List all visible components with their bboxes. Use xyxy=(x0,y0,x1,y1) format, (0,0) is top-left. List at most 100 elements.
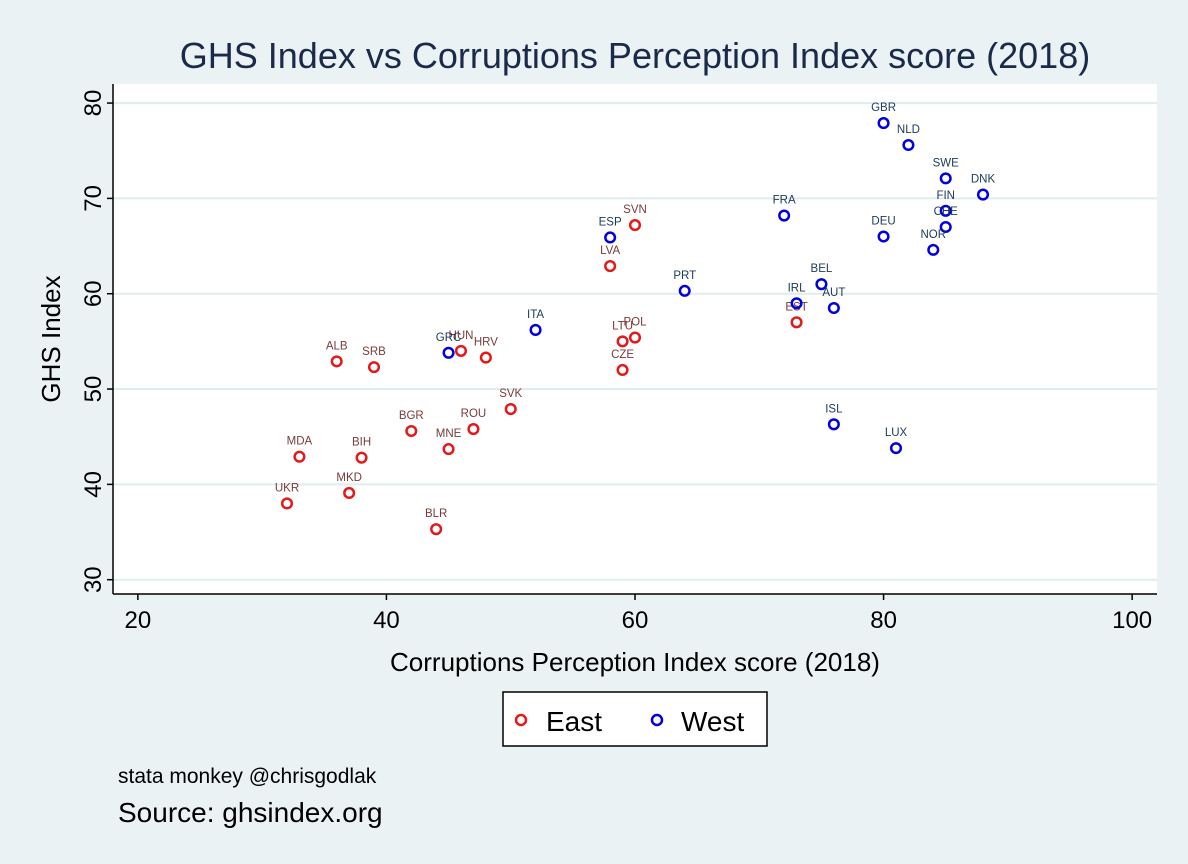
point-label-fin: FIN xyxy=(936,190,955,202)
point-rou xyxy=(467,423,480,436)
point-hun xyxy=(454,344,468,357)
point-label-srb: SRB xyxy=(362,346,386,358)
point-che xyxy=(939,220,952,234)
point-swe xyxy=(939,172,952,185)
point-label-nld: NLD xyxy=(897,124,920,136)
point-label-nor: NOR xyxy=(921,229,947,241)
point-esp xyxy=(604,231,617,244)
point-mda xyxy=(293,450,306,463)
point-est xyxy=(790,316,803,329)
point-label-bgr: BGR xyxy=(399,410,424,422)
point-label-dnk: DNK xyxy=(971,174,996,186)
point-label-pol: POL xyxy=(623,317,647,329)
footer-source: Source: ghsindex.org xyxy=(118,797,383,828)
point-label-lva: LVA xyxy=(600,245,620,257)
point-label-aut: AUT xyxy=(822,287,845,299)
point-ita xyxy=(529,323,542,336)
point-label-gbr: GBR xyxy=(871,102,896,114)
legend-box xyxy=(502,691,768,747)
legend: East West xyxy=(502,691,768,747)
point-label-prt: PRT xyxy=(673,270,696,282)
point-label-mda: MDA xyxy=(287,436,313,448)
y-ticks: 30 40 50 60 70 80 xyxy=(80,90,113,593)
legend-marker-east xyxy=(514,713,528,727)
point-fin xyxy=(939,204,952,217)
x-tick-label: 40 xyxy=(373,607,400,634)
point-label-irl: IRL xyxy=(788,282,807,294)
legend-label-east: East xyxy=(546,706,602,737)
point-deu xyxy=(877,230,890,243)
point-label-blr: BLR xyxy=(425,508,447,520)
y-tick-label: 50 xyxy=(80,376,107,403)
legend-label-west: West xyxy=(681,706,744,737)
point-hrv xyxy=(479,351,492,364)
point-nld xyxy=(902,138,915,152)
point-blr xyxy=(430,523,443,536)
footer-note: stata monkey @chrisgodlak xyxy=(118,765,377,788)
point-isl xyxy=(827,418,840,431)
point-label-cze: CZE xyxy=(611,349,634,361)
point-label-svn: SVN xyxy=(623,204,647,216)
point-srb xyxy=(367,361,381,374)
point-label-ltu: LTU xyxy=(612,320,633,332)
point-gbr xyxy=(877,117,890,130)
chart-title: GHS Index vs Corruptions Perception Inde… xyxy=(180,35,1090,76)
y-tick-label: 30 xyxy=(80,566,107,593)
point-lva xyxy=(604,260,617,273)
point-label-esp: ESP xyxy=(599,216,622,228)
point-bih xyxy=(355,451,368,464)
point-label-fra: FRA xyxy=(773,195,796,207)
x-tick-label: 100 xyxy=(1112,607,1152,634)
point-label-rou: ROU xyxy=(461,408,487,420)
point-label-deu: DEU xyxy=(871,216,895,228)
x-tick-label: 20 xyxy=(125,607,152,634)
point-label-ukr: UKR xyxy=(275,482,299,494)
point-fra xyxy=(778,209,791,222)
y-axis-title: GHS Index xyxy=(36,275,66,402)
point-label-bih: BIH xyxy=(352,437,371,449)
x-tick-label: 80 xyxy=(870,607,897,634)
point-label-mne: MNE xyxy=(436,428,462,440)
point-aut xyxy=(827,301,840,315)
point-ltu xyxy=(616,335,629,348)
x-ticks: 20 40 60 80 100 xyxy=(125,594,1152,634)
point-label-swe: SWE xyxy=(933,157,960,169)
point-label-grc: GRC xyxy=(436,332,462,344)
y-tick-label: 40 xyxy=(80,471,107,498)
x-axis-title: Corruptions Perception Index score (2018… xyxy=(390,647,880,677)
legend-marker-west xyxy=(650,713,664,727)
point-label-lux: LUX xyxy=(885,427,908,439)
point-dnk xyxy=(976,188,990,201)
point-bel xyxy=(815,278,828,291)
plot-area xyxy=(113,84,1157,594)
point-label-bel: BEL xyxy=(811,263,833,275)
point-label-mkd: MKD xyxy=(336,472,362,484)
point-prt xyxy=(678,284,691,297)
y-tick-label: 60 xyxy=(80,280,107,307)
x-tick-label: 60 xyxy=(622,607,649,634)
point-label-hrv: HRV xyxy=(474,337,498,349)
y-tick-label: 80 xyxy=(80,90,107,117)
point-irl xyxy=(790,297,803,310)
point-label-alb: ALB xyxy=(326,340,348,352)
point-grc xyxy=(442,346,455,359)
point-label-isl: ISL xyxy=(825,403,843,415)
gridlines xyxy=(113,102,1157,581)
point-label-svk: SVK xyxy=(499,388,522,400)
point-svk xyxy=(504,403,517,416)
point-label-ita: ITA xyxy=(527,309,544,321)
point-mkd xyxy=(343,486,356,500)
point-pol xyxy=(628,331,642,344)
point-ukr xyxy=(280,497,294,510)
point-bgr xyxy=(405,424,418,438)
point-label-che: CHE xyxy=(934,206,959,218)
point-mne xyxy=(442,443,455,456)
point-lux xyxy=(889,442,903,455)
point-nor xyxy=(927,243,940,256)
point-alb xyxy=(330,355,343,368)
point-svn xyxy=(628,219,642,232)
point-label-hun: HUN xyxy=(449,330,474,342)
y-tick-label: 70 xyxy=(80,185,107,212)
